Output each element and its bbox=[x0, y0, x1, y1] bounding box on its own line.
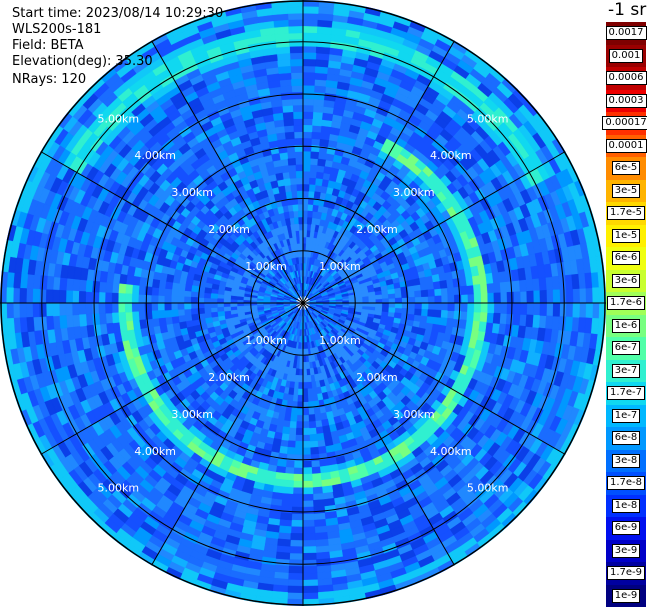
colorbar-cell: 0.0006 bbox=[605, 67, 647, 90]
range-azimuth-grid bbox=[0, 0, 606, 606]
colorbar-label: 3e-6 bbox=[611, 273, 641, 288]
colorbar-label: 1.7e-9 bbox=[606, 566, 646, 581]
colorbar-label: 1.7e-8 bbox=[606, 476, 646, 491]
azimuth-spoke bbox=[302, 302, 566, 455]
colorbar-cell: 3e-6 bbox=[606, 269, 646, 292]
range-ring-labels: 1.00km 1.00km 1.00km 1.00km 2.00km 2.00km 2.00… bbox=[98, 112, 509, 494]
range-ring-label: 2.00km bbox=[208, 223, 250, 236]
colorbar-cell: 6e-5 bbox=[606, 157, 646, 180]
nrays-label: NRays: bbox=[12, 72, 58, 87]
colorbar-cell: 6e-6 bbox=[606, 247, 646, 270]
colorbar-label: 1e-9 bbox=[611, 588, 641, 603]
colorbar-cell: 6e-8 bbox=[606, 427, 646, 450]
colorbar-cell: 1e-6 bbox=[606, 314, 646, 337]
elevation: Elevation(deg): 35.30 bbox=[12, 54, 153, 69]
colorbar-cell: 1.7e-8 bbox=[606, 472, 646, 495]
colorbar-label: 0.0006 bbox=[605, 71, 647, 86]
colorbar-label: 3e-8 bbox=[611, 453, 641, 468]
colorbar-cell: 1e-5 bbox=[606, 224, 646, 247]
range-ring-label: 3.00km bbox=[171, 186, 213, 199]
colorbar-label: 0.0003 bbox=[605, 93, 647, 108]
range-ring-label: 3.00km bbox=[393, 408, 435, 421]
colorbar-label: 3e-9 bbox=[611, 543, 641, 558]
range-ring-label: 4.00km bbox=[430, 445, 472, 458]
colorbar-cell: 3e-5 bbox=[606, 179, 646, 202]
colorbar-label: 1e-8 bbox=[611, 498, 641, 513]
range-ring-label: 5.00km bbox=[467, 112, 509, 125]
colorbar-label: 1e-7 bbox=[611, 408, 641, 423]
range-ring-label: 3.00km bbox=[171, 408, 213, 421]
colorbar-label: 6e-8 bbox=[611, 431, 641, 446]
colorbar-label: 0.0001 bbox=[605, 138, 647, 153]
colorbar-title: -1 sr bbox=[608, 0, 647, 20]
colorbar-label: 1.7e-6 bbox=[606, 296, 646, 311]
range-ring-label: 2.00km bbox=[208, 371, 250, 384]
range-ring-label: 5.00km bbox=[467, 482, 509, 495]
colorbar-label: 0.00017 bbox=[602, 116, 647, 131]
colorbar-cell: 0.001 bbox=[606, 44, 646, 67]
elevation-label: Elevation(deg): bbox=[12, 54, 112, 69]
range-ring-label: 2.00km bbox=[356, 371, 398, 384]
site-name: WLS200s-181 bbox=[12, 22, 102, 37]
colorbar-cell: 1e-8 bbox=[606, 494, 646, 517]
field-name: Field: BETA bbox=[12, 38, 84, 53]
azimuth-spoke bbox=[40, 302, 304, 455]
ppi-plot: 1.00km 1.00km 1.00km 1.00km 2.00km 2.00km 2.00… bbox=[0, 0, 606, 606]
range-ring-label: 3.00km bbox=[393, 186, 435, 199]
colorbar-cell: 3e-7 bbox=[606, 359, 646, 382]
colorbar-cell: 3e-9 bbox=[606, 539, 646, 562]
range-ring-label: 2.00km bbox=[356, 223, 398, 236]
azimuth-spoke bbox=[302, 40, 455, 304]
range-ring-label: 1.00km bbox=[319, 334, 361, 347]
colorbar-cell: 1.7e-9 bbox=[606, 562, 646, 585]
range-ring-label: 4.00km bbox=[430, 149, 472, 162]
nrays-value: 120 bbox=[61, 72, 87, 87]
colorbar-cell: 0.0017 bbox=[605, 22, 647, 45]
colorbar-cell: 0.0003 bbox=[605, 89, 647, 112]
start-time: Start time: 2023/08/14 10:29:30 bbox=[12, 6, 224, 21]
range-ring-label: 5.00km bbox=[98, 112, 140, 125]
colorbar-cell: 1.7e-7 bbox=[606, 382, 646, 405]
colorbar-cell: 6e-7 bbox=[606, 337, 646, 360]
azimuth-spoke bbox=[151, 302, 304, 566]
range-ring-label: 4.00km bbox=[134, 149, 176, 162]
azimuth-spoke bbox=[40, 151, 304, 304]
colorbar-label: 6e-5 bbox=[611, 161, 641, 176]
colorbar-label: 3e-5 bbox=[611, 183, 641, 198]
colorbar-label: 1e-5 bbox=[611, 228, 641, 243]
colorbar-cell: 3e-8 bbox=[606, 449, 646, 472]
elevation-value: 35.30 bbox=[115, 54, 153, 69]
azimuth-spoke bbox=[151, 40, 304, 304]
colorbar-cell: 1.7e-6 bbox=[606, 292, 646, 315]
colorbar-label: 6e-7 bbox=[611, 341, 641, 356]
colorbar-label: 0.0017 bbox=[605, 26, 647, 41]
range-ring-label: 5.00km bbox=[98, 482, 140, 495]
colorbar-label: 6e-9 bbox=[611, 521, 641, 536]
range-ring-label: 4.00km bbox=[134, 445, 176, 458]
colorbar-label: 1.7e-7 bbox=[606, 386, 646, 401]
colorbar-cell: 1e-9 bbox=[606, 584, 646, 607]
colorbar-cell: 0.0001 bbox=[605, 134, 647, 157]
range-ring-label: 1.00km bbox=[245, 334, 287, 347]
colorbar-label: 1.7e-5 bbox=[606, 206, 646, 221]
colorbar-cell: 6e-9 bbox=[606, 517, 646, 540]
nrays: NRays: 120 bbox=[12, 72, 86, 87]
colorbar-cell: 1.7e-5 bbox=[606, 202, 646, 225]
range-ring-label: 1.00km bbox=[319, 260, 361, 273]
colorbar-label: 6e-6 bbox=[611, 251, 641, 266]
colorbar-label: 0.001 bbox=[608, 48, 644, 63]
colorbar-cell: 1e-7 bbox=[606, 404, 646, 427]
colorbar-label: 1e-6 bbox=[611, 318, 641, 333]
colorbar-label: 3e-7 bbox=[611, 363, 641, 378]
azimuth-spoke bbox=[302, 151, 566, 304]
azimuth-spoke bbox=[302, 302, 455, 566]
range-ring-label: 1.00km bbox=[245, 260, 287, 273]
colorbar: 0.0017 0.001 0.0006 0.0003 0.00017 0.0001 6e-5… bbox=[602, 22, 647, 607]
colorbar-cell: 0.00017 bbox=[602, 112, 647, 135]
